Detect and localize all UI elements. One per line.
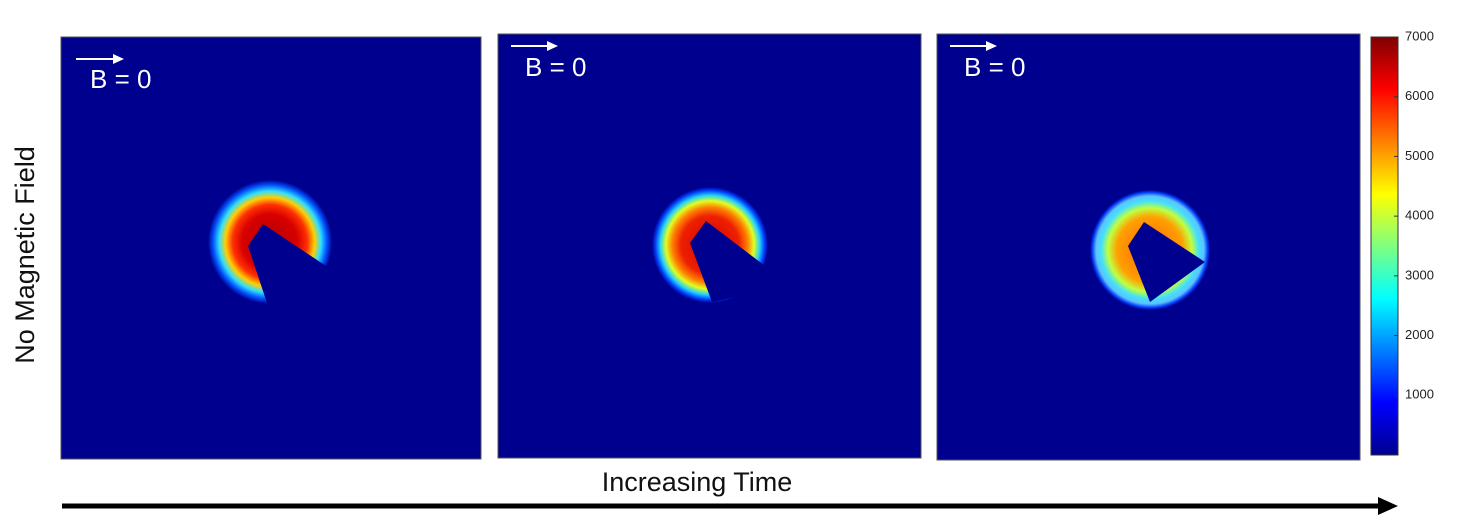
panel-label: B = 0 (964, 52, 1025, 82)
panel-label: B = 0 (525, 52, 586, 82)
panel: B = 0 (936, 33, 1361, 461)
colorbar-tick-label: 7000 (1405, 28, 1434, 43)
colorbar (1370, 36, 1399, 456)
panel-label: B = 0 (90, 64, 151, 94)
panel: B = 0 (60, 36, 482, 460)
colorbar-tick-label: 4000 (1405, 208, 1434, 223)
colorbar-tick-label: 6000 (1405, 88, 1434, 103)
x-label: Increasing Time (602, 467, 793, 497)
colorbar-tick-label: 1000 (1405, 387, 1434, 402)
colorbar-tick-label: 5000 (1405, 148, 1434, 163)
panel: B = 0 (497, 33, 922, 459)
y-label: No Magnetic Field (10, 146, 40, 364)
colorbar-tick-label: 2000 (1405, 327, 1434, 342)
time-arrow-head (1378, 497, 1398, 515)
colorbar-tick-label: 3000 (1405, 267, 1434, 282)
